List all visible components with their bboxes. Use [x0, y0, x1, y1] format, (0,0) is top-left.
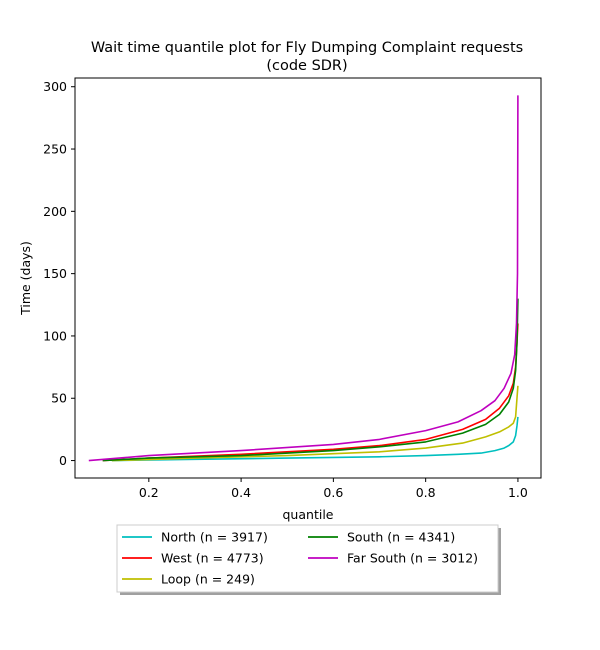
series-line-0: [111, 416, 519, 462]
y-tick-label: 200: [43, 204, 67, 219]
legend-box: [116, 524, 499, 593]
x-tick-label: 0.6: [323, 485, 343, 500]
x-tick-label: 0.4: [231, 485, 251, 500]
legend-label-1: West (n = 4773): [161, 551, 264, 566]
chart-title: Wait time quantile plot for Fly Dumping …: [91, 40, 523, 56]
legend: North (n = 3917) West (n = 4773) Loop (n =…: [116, 524, 501, 595]
y-tick-label: 300: [43, 79, 67, 94]
series-line-1: [102, 323, 519, 462]
y-axis-ticks: 0 50 100 150 200 250 300: [43, 79, 75, 468]
y-tick-label: 0: [59, 453, 67, 468]
legend-label-2: Loop (n = 249): [161, 572, 255, 587]
x-tick-label: 1.0: [508, 485, 528, 500]
plot-frame: [74, 77, 542, 479]
series-line-4: [88, 95, 519, 462]
y-axis-label: Time (days): [18, 241, 33, 316]
x-tick-label: 0.2: [139, 485, 159, 500]
chart-subtitle: (code SDR): [266, 58, 347, 74]
x-axis-ticks: 0.2 0.4 0.6 0.8 1.0: [139, 478, 528, 500]
x-tick-label: 0.8: [416, 485, 436, 500]
y-tick-label: 100: [43, 328, 67, 343]
legend-entries: North (n = 3917) West (n = 4773) Loop (n =…: [122, 530, 478, 587]
legend-label-4: Far South (n = 3012): [347, 551, 478, 566]
legend-label-0: North (n = 3917): [161, 530, 268, 545]
series-line-2: [111, 385, 519, 462]
legend-label-3: South (n = 4341): [347, 530, 455, 545]
y-tick-label: 150: [43, 266, 67, 281]
x-axis-label: quantile: [283, 507, 334, 522]
y-tick-label: 50: [51, 391, 67, 406]
series-line-3: [102, 298, 519, 462]
y-tick-label: 250: [43, 142, 67, 157]
series-layer: [88, 95, 519, 462]
